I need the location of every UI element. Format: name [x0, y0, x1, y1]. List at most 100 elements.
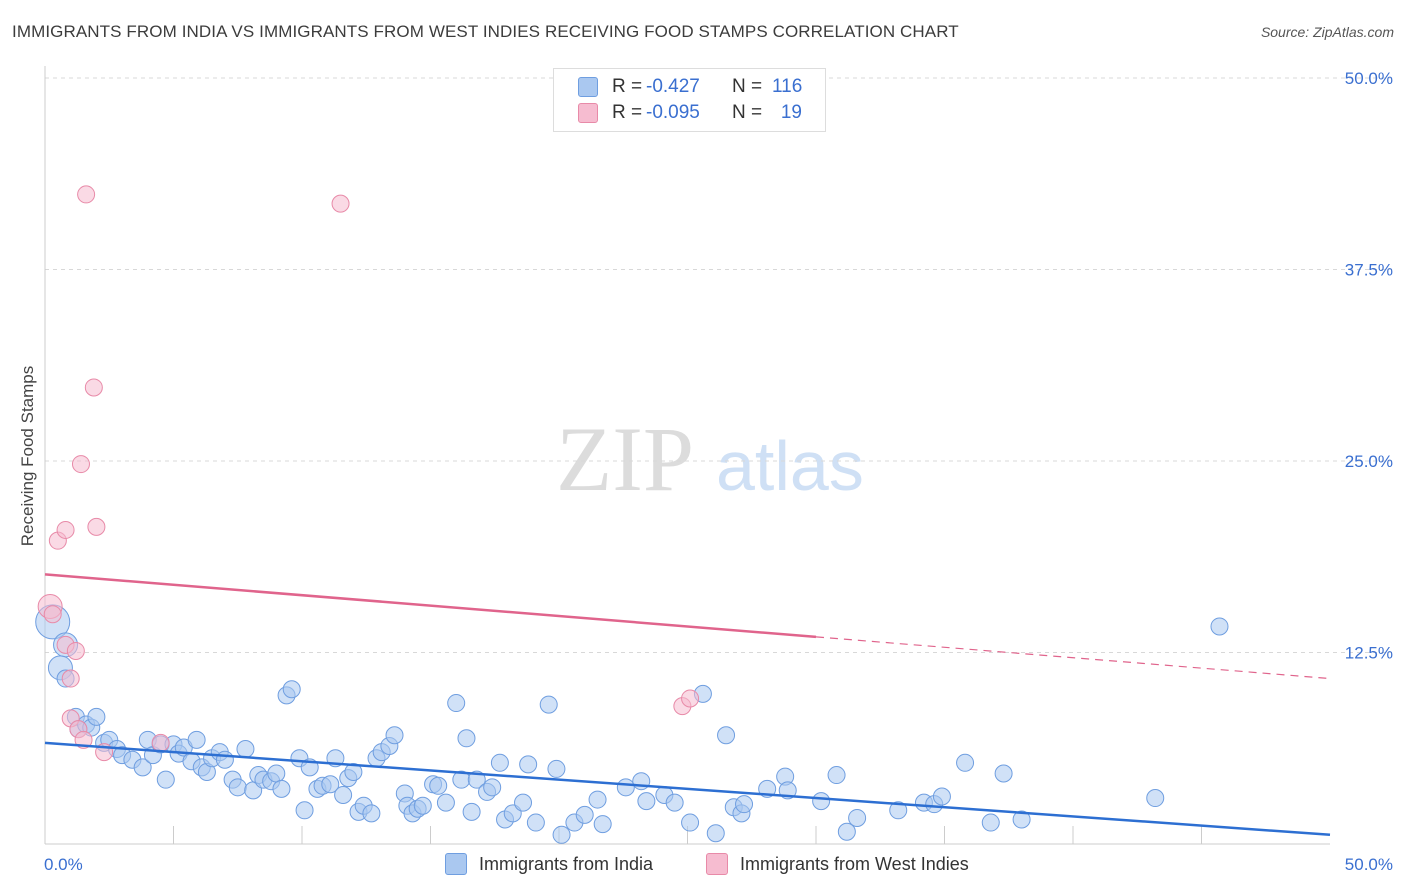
india-point — [87, 707, 106, 726]
west-indies-point — [56, 520, 75, 539]
y-tick-label: 25.0% — [1345, 452, 1393, 471]
y-axis-label: Receiving Food Stamps — [18, 366, 37, 546]
india-points — [35, 604, 1229, 844]
india-point — [1146, 789, 1165, 808]
india-point — [483, 778, 502, 797]
west-indies-trendline — [44, 573, 817, 639]
india-point — [429, 776, 448, 795]
india-point — [514, 793, 533, 812]
india-point — [994, 764, 1013, 783]
west-indies-point — [84, 378, 103, 397]
india-point — [588, 790, 607, 809]
india-point — [735, 795, 754, 814]
india-point — [362, 804, 381, 823]
india-trendline — [44, 741, 1331, 837]
west-indies-point — [151, 733, 170, 752]
india-point — [575, 805, 594, 824]
stats-legend: R = -0.427 N = 116 R = -0.095 N = 19 — [553, 68, 826, 132]
west-indies-point — [61, 669, 80, 688]
india-point — [156, 770, 175, 789]
west-indies-legend-label: Immigrants from West Indies — [740, 853, 969, 874]
india-point — [827, 766, 846, 785]
india-point — [547, 759, 566, 778]
india-point — [344, 762, 363, 781]
india-point — [932, 787, 951, 806]
india-point — [228, 778, 247, 797]
india-point — [467, 770, 486, 789]
india-point — [385, 726, 404, 745]
west-indies-point — [77, 185, 96, 204]
india-point — [272, 779, 291, 798]
india-point — [593, 815, 612, 834]
y-tick-label: 12.5% — [1345, 644, 1393, 663]
west-indies-point — [71, 455, 90, 474]
west-indies-point — [87, 517, 106, 536]
india-point — [812, 792, 831, 811]
gridlines — [45, 77, 1392, 653]
bottom-legend-west-indies[interactable]: Immigrants from West Indies — [706, 852, 969, 876]
india-point — [321, 775, 340, 794]
india-point — [956, 753, 975, 772]
watermark-atlas: atlas — [716, 427, 864, 505]
x-tick-label-max: 50.0% — [1345, 855, 1393, 874]
n-label: N = — [732, 102, 763, 123]
india-point — [295, 801, 314, 820]
india-point — [665, 793, 684, 812]
chart-title: IMMIGRANTS FROM INDIA VS IMMIGRANTS FROM… — [12, 22, 959, 41]
india-point — [334, 785, 353, 804]
r-label: R = — [612, 102, 643, 123]
west-indies-point — [74, 730, 93, 749]
y-tick-label: 50.0% — [1345, 69, 1393, 88]
india-legend-swatch — [445, 853, 467, 875]
source-label: Source: ZipAtlas.com — [1260, 24, 1394, 40]
west-indies-point — [331, 194, 350, 213]
india-point — [637, 792, 656, 811]
west-indies-legend-swatch — [706, 853, 728, 875]
west-indies-n-value: 19 — [780, 102, 802, 123]
india-point — [413, 796, 432, 815]
india-point — [681, 813, 700, 832]
india-point — [981, 813, 1000, 832]
india-n-value: 116 — [772, 76, 803, 97]
india-legend-label: Immigrants from India — [479, 853, 654, 874]
india-point — [848, 808, 867, 827]
india-point — [519, 755, 538, 774]
west-indies-point — [43, 605, 62, 624]
india-point — [187, 730, 206, 749]
india-point — [616, 778, 635, 797]
india-point — [267, 764, 286, 783]
india-point — [552, 825, 571, 844]
india-point — [837, 822, 856, 841]
west-indies-point — [681, 689, 700, 708]
india-point — [889, 801, 908, 820]
india-point — [526, 813, 545, 832]
india-r-value: -0.427 — [646, 76, 700, 97]
zipatlas-watermark: ZIP atlas — [556, 408, 864, 510]
india-point — [462, 802, 481, 821]
india-point — [490, 753, 509, 772]
trendlines — [44, 573, 1331, 837]
india-point — [539, 695, 558, 714]
legend-row-west-indies: R = -0.095 N = 19 — [578, 101, 802, 125]
india-point — [436, 793, 455, 812]
west-indies-points — [37, 185, 700, 762]
r-label: R = — [612, 76, 643, 97]
bottom-legend-india[interactable]: Immigrants from India — [445, 852, 653, 876]
india-point — [717, 726, 736, 745]
india-point — [236, 740, 255, 759]
watermark-zip: ZIP — [556, 408, 694, 510]
tick-labels: 12.5% 25.0% 37.5% 50.0% 0.0% 50.0% — [44, 69, 1393, 874]
india-point — [706, 824, 725, 843]
west-indies-trendline-extension — [815, 636, 1331, 680]
legend-row-india: R = -0.427 N = 116 — [578, 75, 802, 99]
west-indies-r-value: -0.095 — [646, 102, 700, 123]
india-point — [447, 694, 466, 713]
india-point — [457, 729, 476, 748]
y-tick-label: 37.5% — [1345, 261, 1393, 280]
west-indies-point — [66, 641, 85, 660]
west-indies-swatch — [578, 103, 598, 123]
india-point — [1210, 617, 1229, 636]
n-label: N = — [732, 76, 763, 97]
india-point — [133, 758, 152, 777]
